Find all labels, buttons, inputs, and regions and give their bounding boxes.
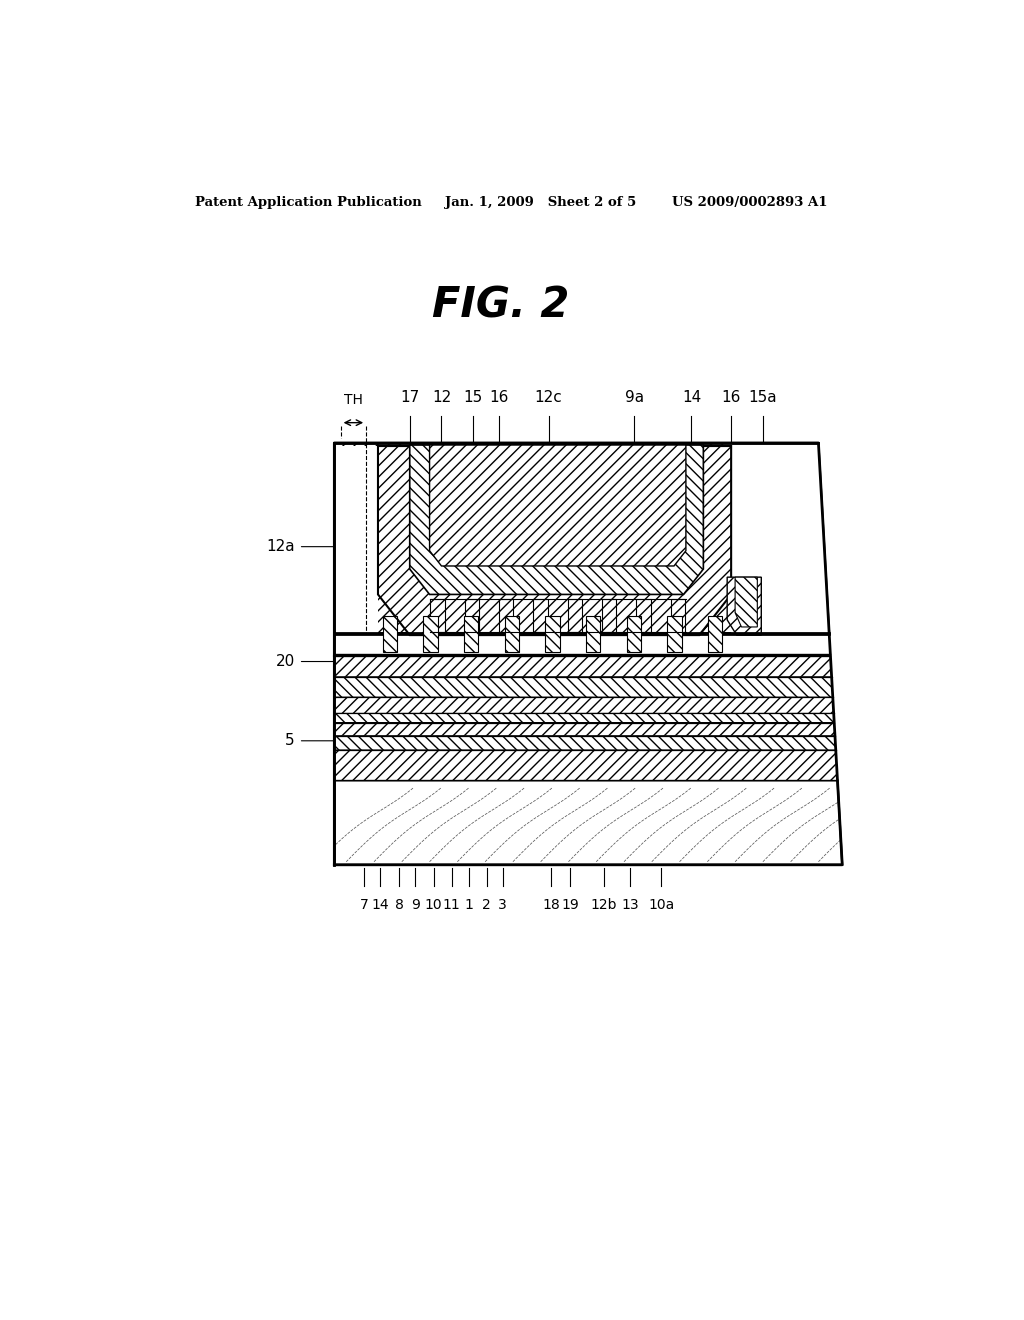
Bar: [464, 615, 478, 652]
Polygon shape: [334, 655, 830, 656]
Bar: [668, 615, 682, 652]
Polygon shape: [334, 634, 830, 655]
Polygon shape: [334, 446, 378, 634]
Bar: [430, 598, 444, 632]
Text: 14: 14: [682, 391, 701, 405]
Text: 14: 14: [372, 899, 389, 912]
Bar: [671, 598, 685, 632]
Polygon shape: [334, 750, 838, 780]
Text: 17: 17: [400, 391, 420, 405]
Bar: [586, 615, 600, 652]
Text: 20: 20: [275, 653, 295, 669]
Bar: [499, 598, 513, 632]
Text: 12b: 12b: [591, 899, 617, 912]
Text: 15: 15: [464, 391, 483, 405]
Text: 11: 11: [443, 899, 461, 912]
Text: 8: 8: [395, 899, 403, 912]
Polygon shape: [334, 444, 829, 634]
Text: 19: 19: [561, 899, 579, 912]
Text: 12a: 12a: [266, 539, 295, 554]
Bar: [709, 615, 722, 652]
Text: 7: 7: [360, 899, 369, 912]
Polygon shape: [430, 445, 686, 566]
Text: Jan. 1, 2009   Sheet 2 of 5: Jan. 1, 2009 Sheet 2 of 5: [445, 195, 637, 209]
Text: TH: TH: [344, 393, 362, 408]
Bar: [546, 615, 560, 652]
Polygon shape: [727, 577, 761, 635]
Bar: [505, 615, 519, 652]
Bar: [534, 598, 548, 632]
Bar: [465, 598, 479, 632]
Polygon shape: [334, 735, 836, 750]
Text: 12c: 12c: [535, 391, 562, 405]
Bar: [627, 615, 641, 652]
Text: 5: 5: [285, 734, 295, 748]
Polygon shape: [378, 446, 731, 635]
Polygon shape: [334, 677, 833, 697]
Text: 13: 13: [622, 899, 639, 912]
Text: 12: 12: [432, 391, 452, 405]
Text: 9: 9: [411, 899, 420, 912]
Polygon shape: [731, 444, 829, 634]
Polygon shape: [410, 445, 703, 594]
Text: 9a: 9a: [625, 391, 644, 405]
Bar: [567, 598, 582, 632]
Text: 10a: 10a: [648, 899, 675, 912]
Polygon shape: [735, 577, 758, 627]
Polygon shape: [334, 697, 834, 713]
Text: 1: 1: [465, 899, 474, 912]
Bar: [383, 615, 397, 652]
Polygon shape: [334, 713, 835, 722]
Bar: [637, 598, 651, 632]
Polygon shape: [334, 634, 830, 655]
Text: 16: 16: [489, 391, 509, 405]
Text: FIG. 2: FIG. 2: [432, 285, 569, 327]
Polygon shape: [334, 780, 842, 865]
Text: US 2009/0002893 A1: US 2009/0002893 A1: [672, 195, 827, 209]
Bar: [423, 615, 437, 652]
Text: 18: 18: [542, 899, 560, 912]
Text: 2: 2: [482, 899, 492, 912]
Text: 15a: 15a: [749, 391, 777, 405]
Text: Patent Application Publication: Patent Application Publication: [196, 195, 422, 209]
Polygon shape: [334, 656, 831, 677]
Bar: [602, 598, 616, 632]
Text: 3: 3: [499, 899, 507, 912]
Text: 16: 16: [722, 391, 740, 405]
Polygon shape: [334, 722, 835, 735]
Text: 10: 10: [425, 899, 442, 912]
